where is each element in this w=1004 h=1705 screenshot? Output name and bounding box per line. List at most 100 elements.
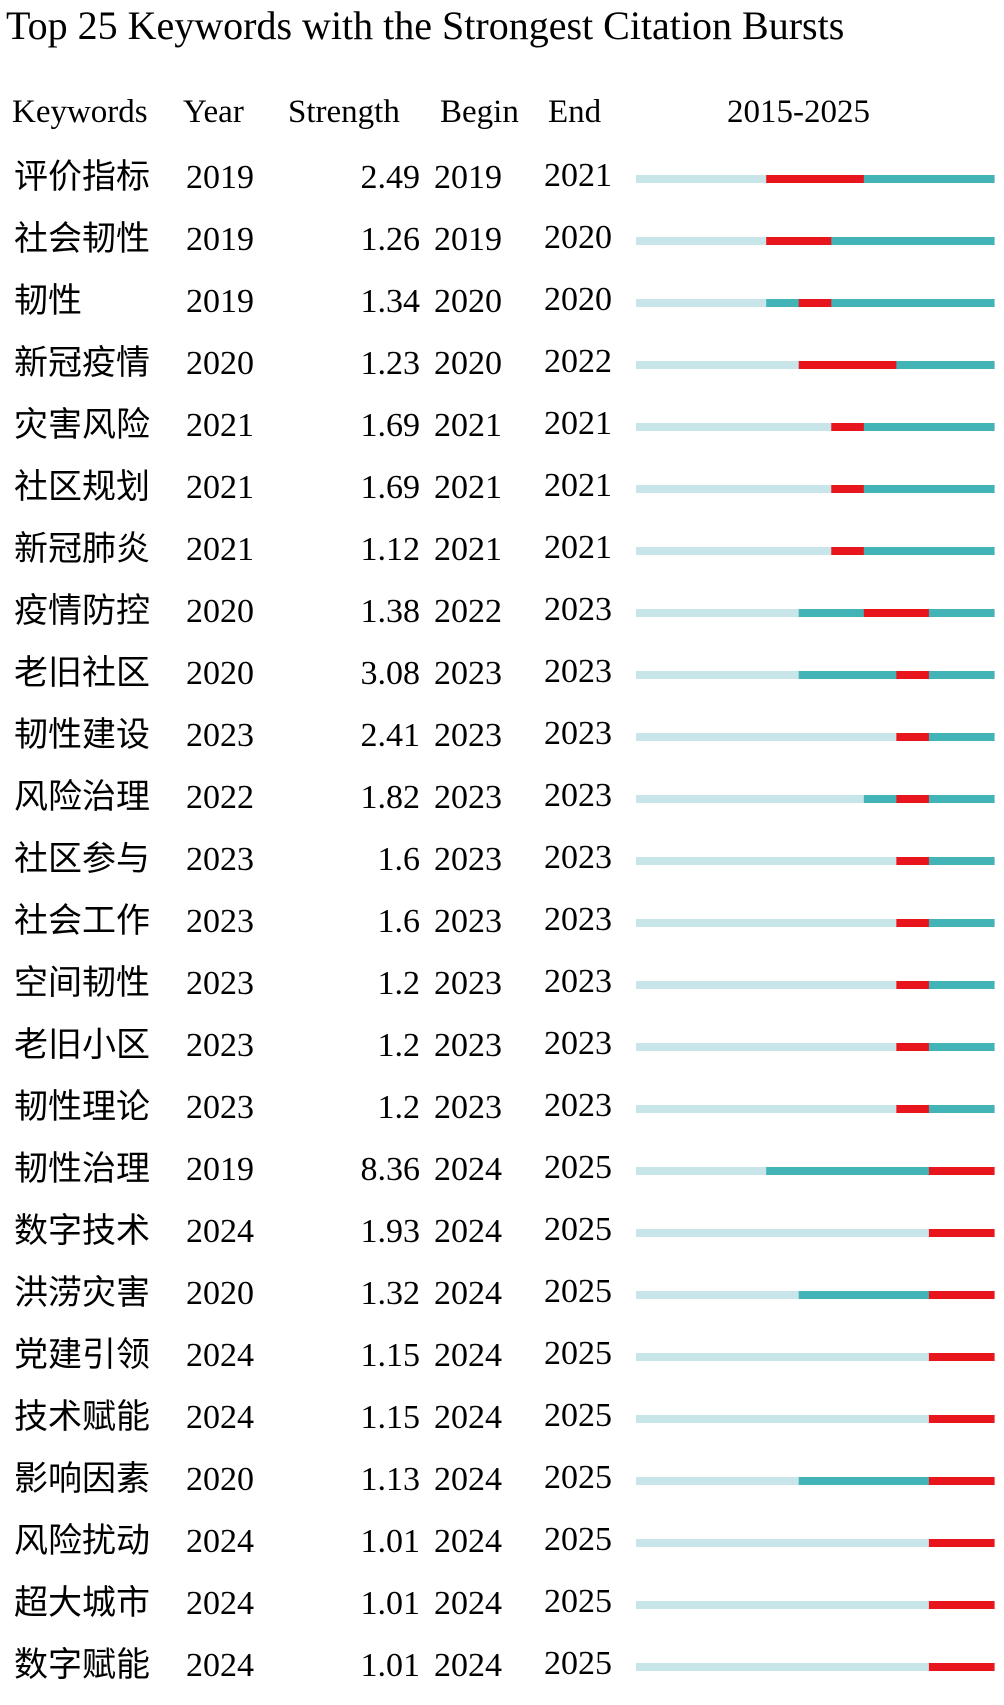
begin-cell: 2019 <box>434 221 502 258</box>
table-row: 韧性治理 2019 8.36 2024 2025 <box>0 1147 1004 1209</box>
begin-cell: 2024 <box>434 1523 502 1560</box>
burst-segment <box>928 1415 963 1423</box>
table-row: 技术赋能 2024 1.15 2024 2025 <box>0 1395 1004 1457</box>
timeline-segment-active <box>961 919 995 927</box>
end-cell: 2021 <box>544 405 612 442</box>
end-cell: 2023 <box>544 653 612 690</box>
timeline-segment-before <box>668 361 702 369</box>
timeline-segment-before <box>863 1415 897 1423</box>
table-row: 韧性建设 2023 2.41 2023 2023 <box>0 713 1004 775</box>
timeline-segment-before <box>798 1601 832 1609</box>
timeline-segment-before <box>766 1663 800 1671</box>
strength-cell: 1.2 <box>377 965 421 1002</box>
timeline-segment-active <box>928 361 963 369</box>
table-row: 社区规划 2021 1.69 2021 2021 <box>0 465 1004 527</box>
burst-segment <box>928 1539 963 1547</box>
timeline-segment-before <box>636 1353 670 1361</box>
timeline-segment-before <box>766 1539 800 1547</box>
end-cell: 2025 <box>544 1459 612 1496</box>
keyword-cell: 韧性 <box>14 283 82 320</box>
burst-segment <box>896 1043 930 1051</box>
keyword-cell: 老旧社区 <box>14 655 150 692</box>
timeline-segment-active <box>863 1167 897 1175</box>
end-cell: 2023 <box>544 1087 612 1124</box>
year-cell: 2024 <box>186 1399 254 1436</box>
timeline-segment-before <box>636 981 670 989</box>
keyword-cell: 影响因素 <box>14 1461 150 1498</box>
begin-cell: 2024 <box>434 1337 502 1374</box>
timeline-segment-before <box>766 857 800 865</box>
timeline-segment-active <box>961 981 995 989</box>
timeline-segment-before <box>766 609 800 617</box>
year-cell: 2021 <box>186 469 254 506</box>
burst-segment <box>961 1229 995 1237</box>
year-cell: 2024 <box>186 1647 254 1684</box>
table-row: 洪涝灾害 2020 1.32 2024 2025 <box>0 1271 1004 1333</box>
timeline-segment-before <box>668 299 702 307</box>
timeline-segment-active <box>928 175 963 183</box>
timeline-segment-before <box>668 795 702 803</box>
table-row: 新冠疫情 2020 1.23 2020 2022 <box>0 341 1004 403</box>
timeline-segment-before <box>701 1415 735 1423</box>
timeline-segment-before <box>766 485 800 493</box>
timeline-segment-before <box>863 733 897 741</box>
keyword-cell: 数字技术 <box>14 1213 150 1250</box>
timeline-segment-before <box>896 1539 930 1547</box>
strength-cell: 1.01 <box>360 1647 421 1684</box>
end-cell: 2023 <box>544 963 612 1000</box>
timeline-segment-active <box>928 547 963 555</box>
burst-timeline <box>636 857 995 865</box>
timeline-segment-before <box>668 1539 702 1547</box>
timeline-segment-active <box>961 361 995 369</box>
strength-cell: 1.13 <box>360 1461 421 1498</box>
timeline-segment-before <box>701 919 735 927</box>
timeline-segment-before <box>636 733 670 741</box>
burst-segment <box>896 919 930 927</box>
begin-cell: 2020 <box>434 345 502 382</box>
timeline-segment-before <box>636 1291 670 1299</box>
keyword-cell: 韧性治理 <box>14 1151 150 1188</box>
timeline-segment-before <box>733 1229 767 1237</box>
timeline-segment-active <box>961 299 995 307</box>
table-row: 社会韧性 2019 1.26 2019 2020 <box>0 217 1004 279</box>
table-row: 疫情防控 2020 1.38 2022 2023 <box>0 589 1004 651</box>
timeline-segment-before <box>701 609 735 617</box>
keyword-cell: 技术赋能 <box>14 1399 150 1436</box>
year-cell: 2023 <box>186 1027 254 1064</box>
table-row: 韧性理论 2023 1.2 2023 2023 <box>0 1085 1004 1147</box>
timeline-segment-active <box>766 1167 800 1175</box>
burst-timeline <box>636 547 995 555</box>
timeline-segment-before <box>798 547 832 555</box>
timeline-segment-before <box>831 733 865 741</box>
begin-cell: 2023 <box>434 841 502 878</box>
timeline-segment-active <box>896 299 930 307</box>
keyword-cell: 风险治理 <box>14 779 150 816</box>
timeline-segment-before <box>668 1663 702 1671</box>
timeline-segment-active <box>928 795 963 803</box>
timeline-segment-active <box>798 1167 832 1175</box>
timeline-segment-active <box>961 857 995 865</box>
timeline-segment-active <box>961 671 995 679</box>
timeline-segment-active <box>961 237 995 245</box>
timeline-segment-before <box>668 547 702 555</box>
timeline-segment-before <box>733 1477 767 1485</box>
timeline-segment-before <box>798 423 832 431</box>
burst-segment <box>896 671 930 679</box>
year-cell: 2022 <box>186 779 254 816</box>
year-cell: 2020 <box>186 1461 254 1498</box>
timeline-segment-before <box>863 1229 897 1237</box>
timeline-segment-before <box>668 1043 702 1051</box>
end-cell: 2025 <box>544 1521 612 1558</box>
timeline-segment-active <box>863 237 897 245</box>
timeline-segment-active <box>896 423 930 431</box>
strength-cell: 1.26 <box>360 221 421 258</box>
timeline-segment-active <box>831 609 865 617</box>
strength-cell: 1.6 <box>377 903 421 940</box>
timeline-segment-before <box>896 1415 930 1423</box>
table-row: 韧性 2019 1.34 2020 2020 <box>0 279 1004 341</box>
timeline-segment-active <box>961 485 995 493</box>
timeline-segment-before <box>701 1229 735 1237</box>
timeline-segment-before <box>636 795 670 803</box>
burst-segment <box>928 1167 963 1175</box>
timeline-segment-before <box>668 175 702 183</box>
